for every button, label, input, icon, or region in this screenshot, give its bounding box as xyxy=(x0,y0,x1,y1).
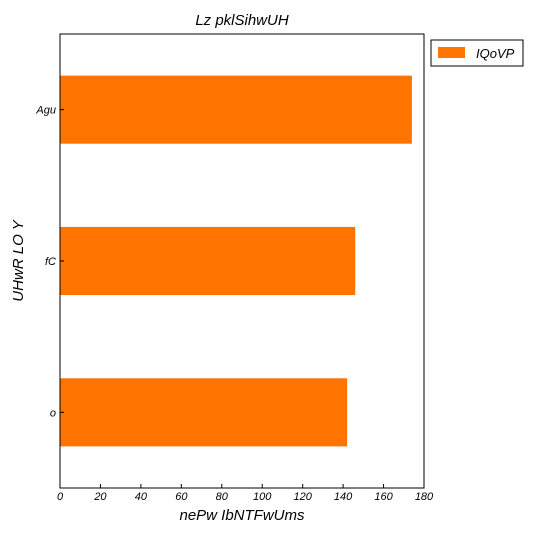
x-axis-ticks: 0 20 40 60 80 100 120 140 160 180 xyxy=(57,484,434,503)
bars-layer xyxy=(60,75,412,447)
x-tick-label: 140 xyxy=(334,491,353,503)
y-tick-label: Agu xyxy=(35,105,56,117)
x-tick-label: 160 xyxy=(374,491,393,503)
bar-o xyxy=(60,378,348,447)
chart-title: Lz pklSihwUH xyxy=(195,12,289,29)
x-tick-label: 100 xyxy=(253,491,272,503)
y-axis-ticks: o fC Agu xyxy=(35,105,64,419)
legend-label: IQoVP xyxy=(476,46,515,61)
x-tick-label: 180 xyxy=(415,491,434,503)
legend: IQoVP xyxy=(430,39,524,67)
y-axis-label: UHwR LO Y xyxy=(10,219,27,301)
x-tick-label: 120 xyxy=(293,491,312,503)
x-tick-label: 80 xyxy=(216,491,229,503)
x-axis-label: nePw IbNTFwUms xyxy=(179,507,305,524)
y-tick-label: o xyxy=(50,407,56,419)
x-tick-label: 20 xyxy=(93,491,107,503)
x-tick-label: 40 xyxy=(135,491,148,503)
bar-Agu xyxy=(60,75,412,144)
bar-fC xyxy=(60,226,356,296)
legend-swatch xyxy=(438,47,465,58)
y-tick-label: fC xyxy=(45,256,56,268)
x-tick-label: 60 xyxy=(175,491,188,503)
x-tick-label: 0 xyxy=(57,491,64,503)
